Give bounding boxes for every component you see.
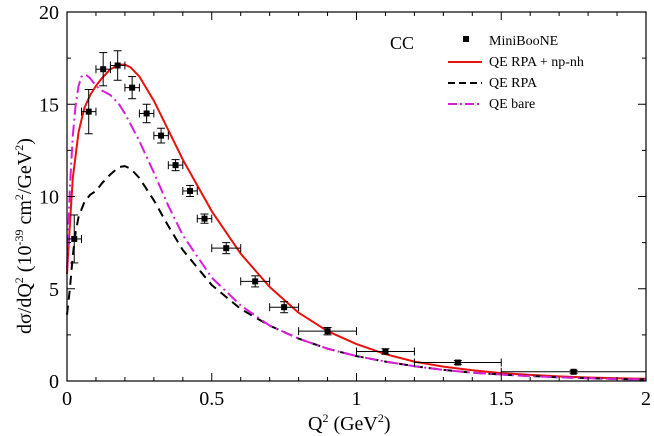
x-axis-title: Q2 (GeV2) <box>308 411 391 435</box>
legend-marker-miniboone <box>463 36 469 42</box>
data-point <box>324 328 331 335</box>
legend-label-qe-rpa-npnh: QE RPA + np-nh <box>489 55 584 70</box>
x-tick-label: 2 <box>641 388 651 410</box>
data-point <box>382 348 389 355</box>
y-tick-label: 20 <box>39 2 59 24</box>
data-point <box>454 359 461 366</box>
data-point <box>114 62 121 69</box>
data-point <box>223 245 230 252</box>
data-point <box>129 84 136 91</box>
data-point <box>570 368 577 375</box>
data-point <box>100 66 107 73</box>
legend-label-qe-rpa: QE RPA <box>489 76 538 91</box>
legend-label-miniboone: MiniBooNE <box>489 34 558 49</box>
y-tick-label: 5 <box>49 279 59 301</box>
data-point <box>85 108 92 115</box>
y-tick-label: 10 <box>39 187 59 209</box>
annotation-cc: CC <box>390 33 414 53</box>
data-point <box>281 304 288 311</box>
x-tick-label: 0.5 <box>199 388 224 410</box>
y-tick-label: 0 <box>49 371 59 393</box>
y-tick-label: 15 <box>39 94 59 116</box>
legend: MiniBooNE QE RPA + np-nh QE RPA QE bare <box>448 34 584 112</box>
data-point <box>71 235 78 242</box>
curves-layer <box>66 63 647 381</box>
data-points-layer <box>66 50 647 376</box>
data-point <box>201 215 208 222</box>
y-axis-title: dσ/dQ2 (10-39 cm2/GeV2) <box>12 138 36 334</box>
legend-label-qe-bare: QE bare <box>489 97 535 112</box>
data-point <box>187 187 194 194</box>
x-tick-label: 0 <box>62 388 72 410</box>
x-tick-label: 1 <box>352 388 362 410</box>
data-point <box>143 110 150 117</box>
data-point <box>252 278 259 285</box>
series-line-qe-rpa-np-nh <box>66 63 647 380</box>
series-line-qe-bare <box>66 73 647 381</box>
data-point <box>158 132 165 139</box>
data-point <box>172 162 179 169</box>
x-tick-label: 1.5 <box>489 388 514 410</box>
